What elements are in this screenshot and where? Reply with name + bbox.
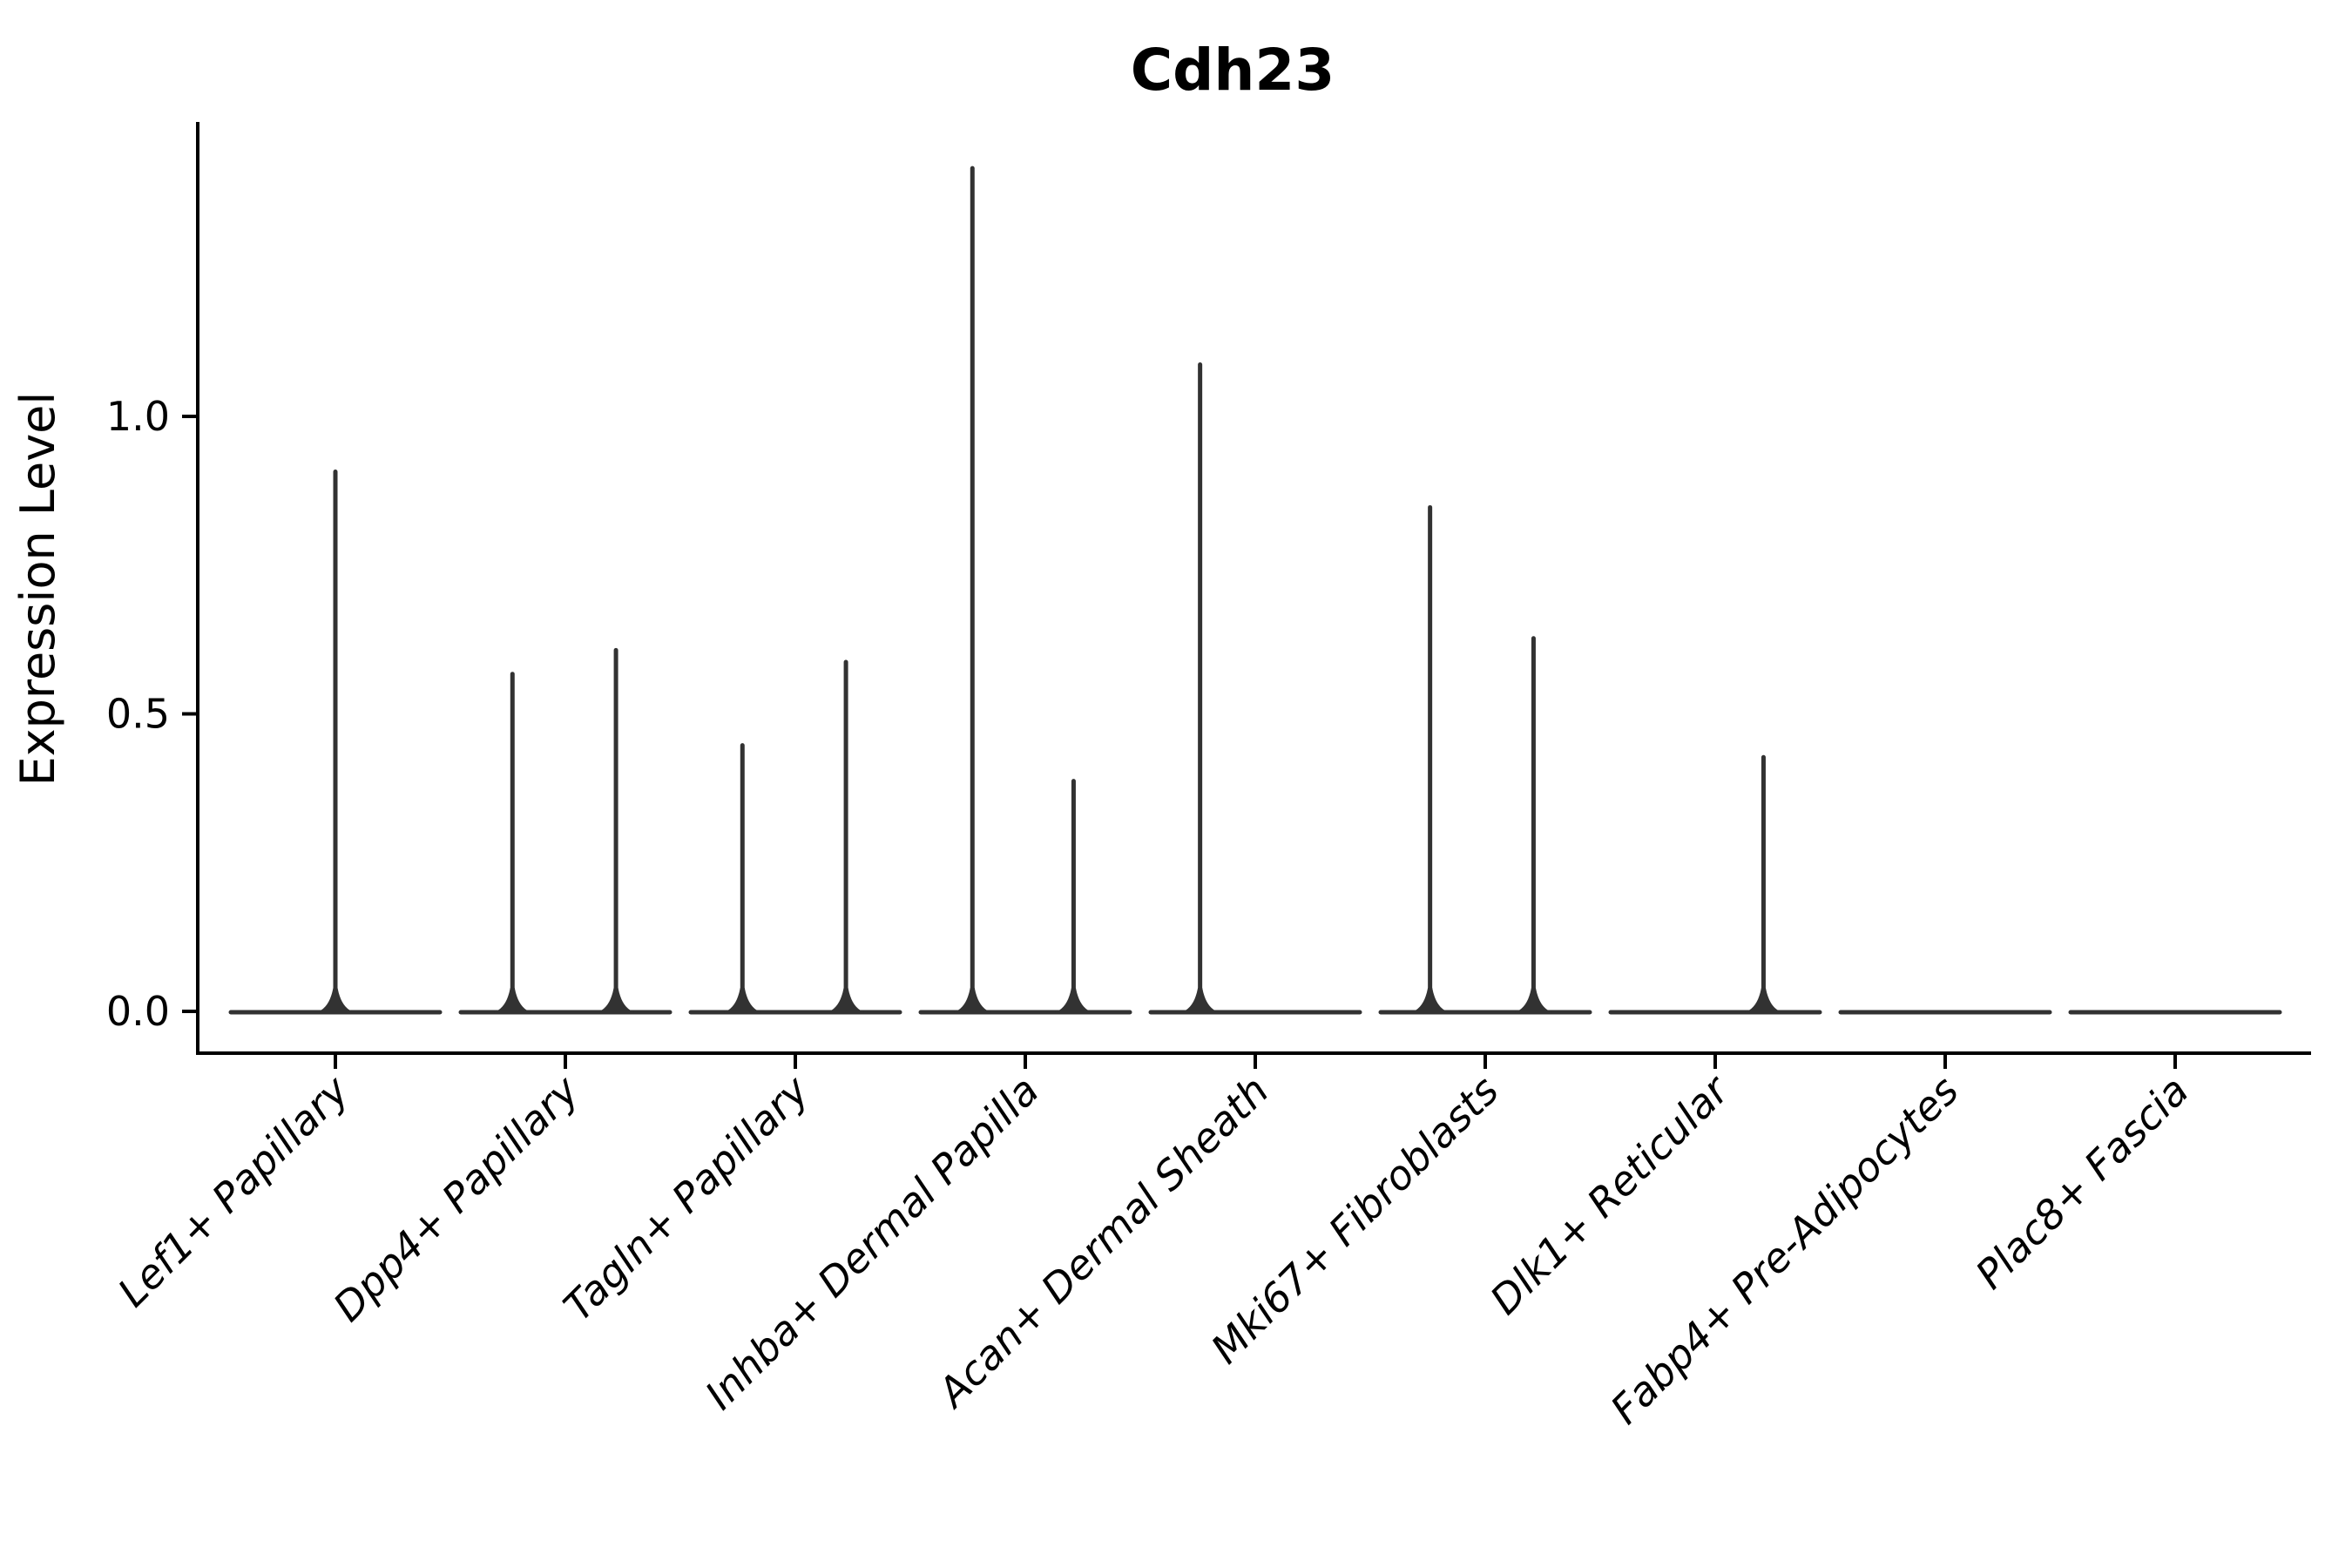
violin-spike-flare — [953, 988, 992, 1012]
violin-spike-flare — [723, 988, 762, 1012]
chart-title: Cdh23 — [1131, 37, 1335, 104]
y-tick-label: 1.0 — [106, 393, 170, 440]
violin-spike-flare — [827, 988, 866, 1012]
y-axis-label: Expression Level — [10, 392, 65, 787]
violin-spike-flare — [1410, 988, 1450, 1012]
violin-spike-flare — [1054, 988, 1093, 1012]
violin-spike-flare — [493, 988, 532, 1012]
x-tick-label: Tagln+ Papillary — [554, 1066, 818, 1330]
violin-spike-flare — [1180, 988, 1220, 1012]
x-tick-label: Lef1+ Papillary — [109, 1066, 358, 1315]
x-tick-label: Dpp4+ Papillary — [324, 1066, 588, 1330]
x-tick-label: Dlk1+ Reticular — [1481, 1064, 1740, 1323]
violin-spike-flare — [1744, 988, 1783, 1012]
violin-spike-flare — [316, 988, 355, 1012]
x-tick-label: Plac8+ Fascia — [1966, 1067, 2197, 1298]
y-tick-label: 0.0 — [106, 988, 170, 1035]
violin-spike-flare — [597, 988, 636, 1012]
y-tick-label: 0.5 — [106, 691, 170, 738]
violin-spike-flare — [1514, 988, 1553, 1012]
